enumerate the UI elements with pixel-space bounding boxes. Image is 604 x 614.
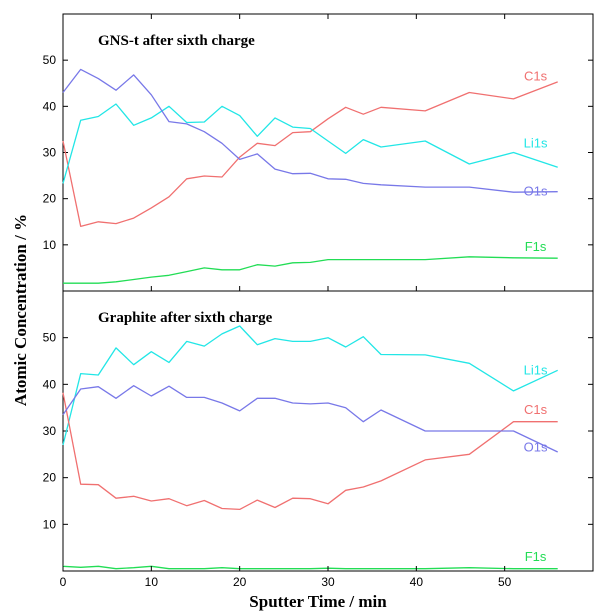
series-label-c1s: C1s (524, 402, 548, 417)
panel-title: GNS-t after sixth charge (98, 33, 255, 49)
y-tick-label: 20 (43, 471, 57, 485)
y-tick-label: 40 (43, 99, 57, 113)
plot-frame (62, 13, 594, 572)
x-tick-label: 20 (233, 575, 247, 589)
y-tick-label: 30 (43, 424, 57, 438)
y-tick-label: 10 (43, 238, 57, 252)
x-tick-label: 50 (498, 575, 512, 589)
series-line-li1s (62, 103, 558, 184)
series-label-c1s: C1s (524, 68, 548, 83)
panel-gns-t: GNS-t after sixth charge 10 20 30 40 50 C1s Li1… (43, 33, 593, 284)
panel-graphite: Graphite after sixth charge 10 20 30 40 50 Li1… (43, 310, 593, 570)
series-line-li1s (62, 325, 558, 446)
series-label-f1s: F1s (525, 239, 547, 254)
series-line-f1s (63, 256, 558, 284)
y-tick-label: 10 (43, 517, 57, 531)
series-label-o1s: O1s (524, 184, 548, 199)
series-line-o1s (62, 68, 558, 193)
x-tick-label: 30 (321, 575, 335, 589)
y-tick-label: 50 (43, 53, 57, 67)
x-axis: 0 10 20 30 40 50 (60, 14, 512, 589)
panel-title: Graphite after sixth charge (98, 310, 273, 326)
series-line-o1s (62, 385, 558, 453)
y-axis-title: Atomic Concentration / % (11, 214, 30, 406)
x-tick-label: 0 (60, 575, 67, 589)
series-label-o1s: O1s (524, 439, 548, 454)
series-label-li1s: Li1s (524, 135, 548, 150)
series-label-li1s: Li1s (524, 362, 548, 377)
series-line-c1s (62, 81, 558, 228)
x-tick-label: 10 (145, 575, 159, 589)
x-axis-title: Sputter Time / min (249, 592, 387, 611)
y-tick-label: 50 (43, 331, 57, 345)
y-tick-label: 30 (43, 146, 57, 160)
plot-border (62, 13, 594, 572)
series-line-c1s (62, 392, 558, 511)
series-label-f1s: F1s (525, 549, 547, 564)
x-tick-label: 40 (410, 575, 424, 589)
y-tick-label: 20 (43, 192, 57, 206)
y-tick-label: 40 (43, 377, 57, 391)
series-line-f1s (62, 565, 558, 570)
